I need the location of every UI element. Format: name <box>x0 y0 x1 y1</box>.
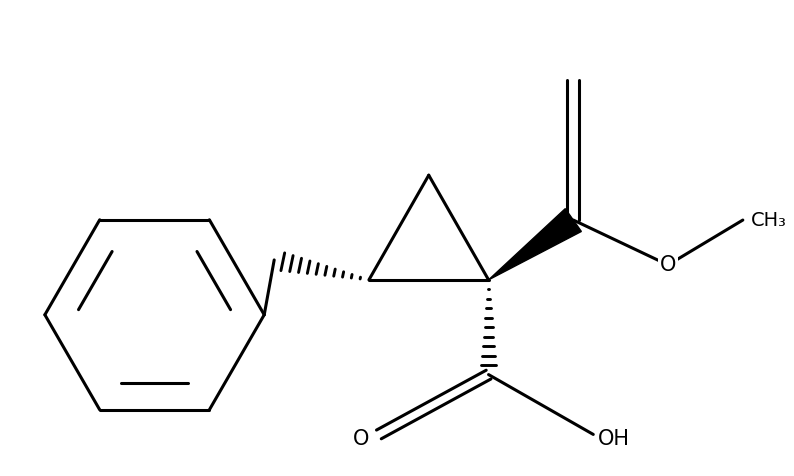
Text: O: O <box>353 429 369 449</box>
Text: O: O <box>660 255 676 275</box>
Text: OH: OH <box>598 429 630 449</box>
Polygon shape <box>488 208 581 280</box>
Text: CH₃: CH₃ <box>751 210 787 229</box>
